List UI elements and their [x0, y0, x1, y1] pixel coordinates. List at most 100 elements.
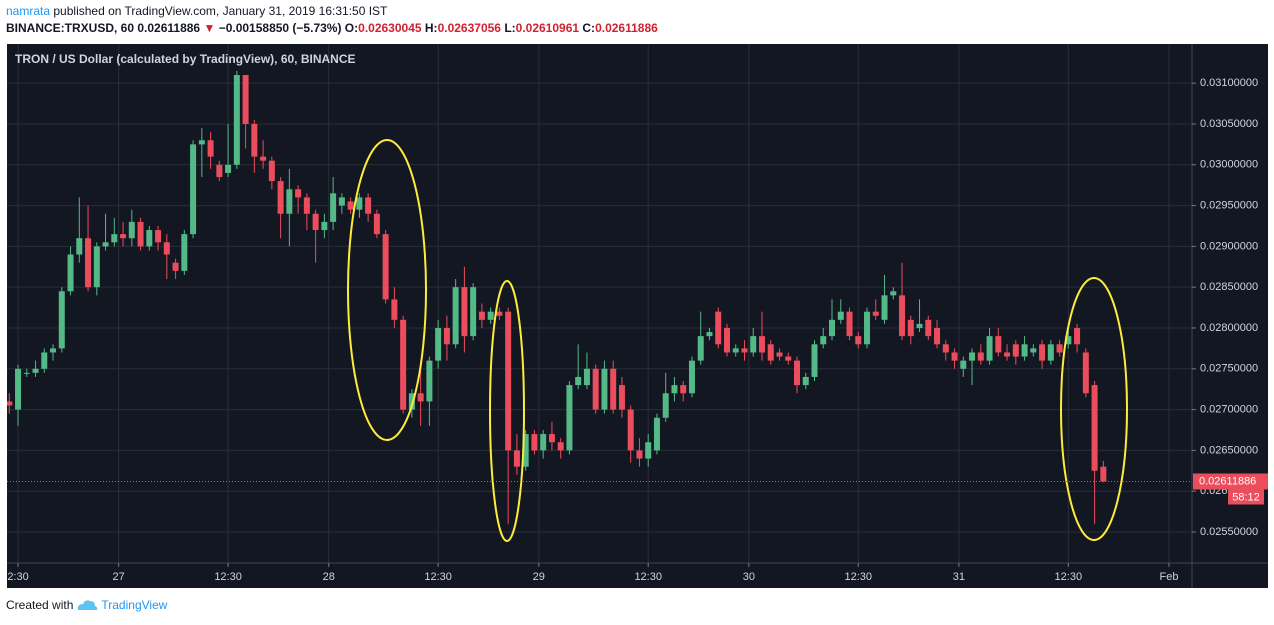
x-tick-label: 30 [743, 571, 755, 583]
candle-body [181, 234, 188, 271]
candle-body [653, 417, 660, 451]
candle-body [146, 230, 153, 247]
candle-body [522, 434, 529, 467]
x-tick-label: Feb [1159, 571, 1178, 583]
candle-body [662, 393, 669, 418]
candle-body [741, 348, 748, 353]
y-tick-label: 0.03100000 [1200, 77, 1258, 89]
candle-body [1091, 385, 1098, 471]
candle-body [750, 336, 757, 353]
chart: TRON / US Dollar (calculated by TradingV… [7, 44, 1268, 588]
candle-body [802, 376, 809, 386]
candle-body [496, 311, 503, 316]
c-label: C: [582, 21, 596, 35]
candle-body [242, 75, 249, 124]
candle-body [207, 140, 214, 157]
created-with: Created with [6, 598, 74, 612]
candle-body [417, 393, 424, 402]
candle-body [881, 295, 888, 320]
candle-body [610, 368, 617, 410]
candle-body [1065, 336, 1072, 345]
brand[interactable]: TradingView [101, 598, 168, 612]
l-label: L: [504, 21, 516, 35]
y-tick-label: 0.02700000 [1200, 403, 1258, 415]
candle-body [1074, 327, 1081, 345]
candle-body [321, 221, 328, 231]
author[interactable]: namrata [6, 4, 51, 18]
candle-body [295, 189, 302, 198]
candle-body [137, 221, 144, 247]
o-label: O: [344, 21, 359, 35]
x-tick-label: 31 [953, 571, 965, 583]
candle-body [1004, 352, 1011, 357]
candle-body [627, 409, 634, 451]
chart-background [7, 44, 1268, 588]
candle-body [1039, 344, 1046, 361]
h-label: H: [424, 21, 438, 35]
x-tick-label: 12:30 [845, 571, 873, 583]
candle-body [102, 242, 109, 247]
candle-body [1030, 348, 1037, 353]
candle-body [899, 295, 906, 337]
candle-body [1047, 344, 1054, 361]
published: published on TradingView.com, January 31… [53, 4, 388, 18]
candle-body [776, 352, 783, 357]
candle-body [575, 376, 582, 386]
candle-body [452, 287, 459, 345]
candle-body [505, 311, 512, 451]
candle-body [829, 319, 836, 337]
candle-body [951, 352, 958, 361]
highlight-ellipse [347, 139, 427, 441]
candle-body [846, 311, 853, 337]
x-tick-label: 27 [113, 571, 125, 583]
candle-body [592, 368, 599, 410]
candle-body [50, 348, 57, 353]
candle-body [128, 221, 135, 239]
candle-body [400, 319, 407, 410]
y-tick-label: 0.02850000 [1200, 281, 1258, 293]
countdown-box [1228, 489, 1264, 505]
candle-body [198, 140, 205, 145]
candle-body [907, 319, 914, 337]
brand-logo [78, 600, 98, 610]
candle-body [715, 311, 722, 345]
candle-body [723, 327, 730, 353]
candle-body [855, 336, 862, 345]
candle-body [41, 352, 48, 369]
x-tick-label: 28 [323, 571, 335, 583]
symbol-line: BINANCE:TRXUSD, 60 0.02611886 ▼ −0.00158… [6, 21, 658, 35]
l-value: 0.02610961 [515, 21, 580, 35]
y-tick-label: 0.02800000 [1200, 322, 1258, 334]
last-price: 0.02611886 [137, 21, 201, 35]
candle-body [1012, 344, 1019, 357]
candle-body [120, 234, 127, 239]
candle-body [58, 291, 65, 349]
candle-body [172, 262, 179, 271]
y-tick-label: 0.02750000 [1200, 363, 1258, 375]
candle-body [260, 156, 267, 161]
candle-body [382, 234, 389, 300]
candle-body [461, 287, 468, 337]
x-tick-label: 12:30 [634, 571, 662, 583]
highlight-ellipse [1060, 277, 1128, 541]
candle-body [32, 368, 39, 373]
candle-body [916, 323, 923, 328]
candle-body [986, 336, 993, 361]
x-tick-label: 12:30 [424, 571, 452, 583]
x-tick-label: 12:30 [1055, 571, 1083, 583]
h-value: 0.02637056 [437, 21, 501, 35]
candle-body [872, 311, 879, 316]
candle-body [76, 238, 83, 255]
candle-body [960, 360, 967, 369]
candle-body [732, 348, 739, 353]
y-tick-label: 0.03000000 [1200, 159, 1258, 171]
highlight-ellipse [489, 280, 525, 542]
candle-body [470, 287, 477, 337]
candle-body [934, 327, 941, 345]
candle-body [93, 246, 100, 288]
y-tick-label: 0.02550000 [1200, 526, 1258, 538]
symbol: BINANCE:TRXUSD, 60 [6, 21, 135, 35]
candle-body [942, 344, 949, 353]
o-value: 0.02630045 [358, 21, 422, 35]
